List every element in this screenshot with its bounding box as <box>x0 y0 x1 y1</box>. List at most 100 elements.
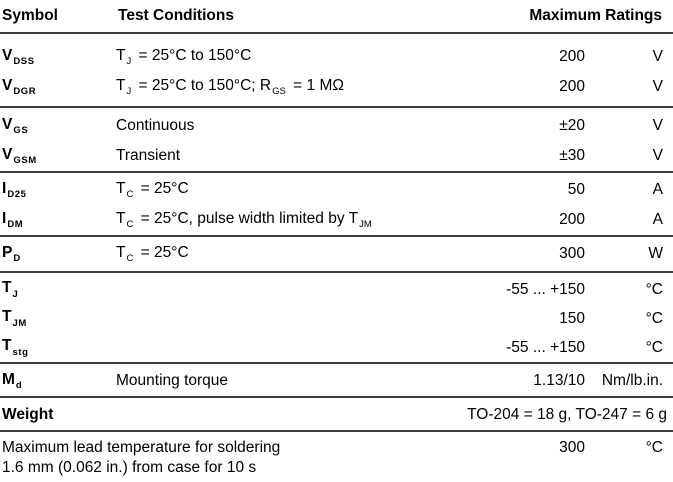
symbol-base: T <box>2 337 12 355</box>
row-unit: °C <box>645 280 663 298</box>
symbol-base: M <box>2 370 15 388</box>
row-value: -55 ... +150 <box>506 338 585 356</box>
symbol-subscript: GS <box>13 125 29 137</box>
symbol-subscript: DSS <box>13 56 35 68</box>
row-unit: °C <box>645 439 663 456</box>
table-row: Tstg -55 ... +150 °C <box>0 333 673 362</box>
condition-text: T <box>116 210 126 227</box>
symbol-base: V <box>2 115 13 133</box>
condition-text: = 25°C to 150°C <box>134 47 252 64</box>
row-value: 200 <box>559 211 585 228</box>
symbol-subscript: D <box>13 253 21 265</box>
table-row: ID25 TC = 25°C 50 A <box>0 175 673 205</box>
row-value: ±30 <box>559 147 585 164</box>
row-unit: Nm/lb.in. <box>601 372 663 389</box>
table-row: IDM TC = 25°C, pulse width limited by TJM… <box>0 205 673 235</box>
condition-text: = 25°C <box>136 244 189 261</box>
header-maximum-ratings: Maximum Ratings <box>529 7 662 24</box>
table-group: TJ -55 ... +150 °C TJM 150 °C Tstg -55 ... +150… <box>0 273 673 364</box>
symbol-cell: TJ <box>0 279 116 300</box>
symbol-cell: ID25 <box>0 180 116 201</box>
symbol-cell: TJM <box>0 308 116 329</box>
symbol-subscript: J <box>12 288 19 300</box>
row-unit: V <box>652 117 663 134</box>
header-test-conditions: Test Conditions <box>118 7 234 24</box>
row-unit: W <box>648 245 663 262</box>
table-body: VDSS TJ = 25°C to 150°C 200 V VDGR TJ = 25°C … <box>0 34 673 478</box>
row-unit: °C <box>645 338 663 356</box>
condition-text: = 25°C <box>136 180 189 197</box>
table-header: Symbol Test Conditions Maximum Ratings <box>0 0 673 34</box>
condition-text: Continuous <box>116 117 195 134</box>
table-group: Maximum lead temperature for soldering 1.… <box>0 432 673 478</box>
row-value: 300 <box>559 439 585 456</box>
table-row: VGSM Transient ±30 V <box>0 141 673 171</box>
condition-text: = 25°C to 150°C; R <box>134 77 272 94</box>
table-row: VDGR TJ = 25°C to 150°C; RGS = 1 MΩ 200 V <box>0 72 673 102</box>
row-value: TO-204 = 18 g, TO-247 = 6 g <box>467 406 667 423</box>
row-value: 200 <box>559 48 585 65</box>
table-group: ID25 TC = 25°C 50 A IDM TC = 25°C, pulse widt… <box>0 173 673 237</box>
table-row: TJM 150 °C <box>0 304 673 333</box>
condition-subscript: J <box>126 86 132 97</box>
condition-subscript: JM <box>359 219 372 230</box>
symbol-subscript: D25 <box>7 189 27 201</box>
row-unit: V <box>652 147 663 164</box>
table-group: VDSS TJ = 25°C to 150°C 200 V VDGR TJ = 25°C … <box>0 34 673 108</box>
condition-text: T <box>116 77 126 94</box>
conditions-cell: Mounting torque <box>116 372 475 390</box>
condition-text: Mounting torque <box>116 372 229 389</box>
row-unit: °C <box>645 309 663 327</box>
symbol-base: V <box>2 145 13 163</box>
row-unit: V <box>652 48 663 65</box>
conditions-cell: Transient <box>116 147 475 165</box>
row-value: 1.13/10 <box>533 372 585 389</box>
table-group: PD TC = 25°C 300 W <box>0 237 673 273</box>
symbol-base: T <box>2 279 12 297</box>
condition-subscript: C <box>126 189 134 200</box>
condition-subscript: C <box>126 253 134 264</box>
row-value: 50 <box>567 181 585 198</box>
table-group: Weight TO-204 = 18 g, TO-247 = 6 g <box>0 398 673 432</box>
table-row: PD TC = 25°C 300 W <box>0 239 673 269</box>
symbol-base: P <box>2 243 13 261</box>
header-symbol: Symbol <box>2 7 58 24</box>
symbol-cell: Md <box>0 371 116 392</box>
table-group: VGS Continuous ±20 V VGSM Transient ±30 V <box>0 108 673 173</box>
row-value: -55 ... +150 <box>506 280 585 298</box>
table-row: VGS Continuous ±20 V <box>0 111 673 141</box>
symbol-subscript: stg <box>12 346 29 358</box>
condition-text: T <box>116 47 126 64</box>
row-value: 300 <box>559 245 585 262</box>
symbol-cell: VDSS <box>0 47 116 68</box>
condition-subscript: C <box>126 219 134 230</box>
conditions-cell: TJ = 25°C to 150°C; RGS = 1 MΩ <box>116 77 475 97</box>
symbol-cell: IDM <box>0 210 116 231</box>
row-unit: V <box>652 78 663 95</box>
row-unit: A <box>652 211 663 228</box>
symbol-cell: VDGR <box>0 77 116 98</box>
conditions-cell: TC = 25°C <box>116 180 475 200</box>
row-unit: A <box>652 181 663 198</box>
condition-subscript: GS <box>272 86 286 97</box>
table-row: TJ -55 ... +150 °C <box>0 275 673 304</box>
row-value: 150 <box>559 309 585 327</box>
conditions-cell: TC = 25°C, pulse width limited by TJM <box>116 210 475 230</box>
table-row-weight: Weight TO-204 = 18 g, TO-247 = 6 g <box>0 400 673 430</box>
row-label: Weight <box>2 406 54 423</box>
symbol-cell: VGSM <box>0 146 116 167</box>
symbol-cell: PD <box>0 244 116 265</box>
row-value: 200 <box>559 78 585 95</box>
symbol-subscript: d <box>15 380 23 392</box>
symbol-subscript: DM <box>7 219 24 231</box>
condition-subscript: J <box>126 56 132 67</box>
condition-text: Transient <box>116 147 181 164</box>
table-group: Md Mounting torque 1.13/10 Nm/lb.in. <box>0 364 673 398</box>
symbol-subscript: GSM <box>13 155 37 167</box>
table-row: Md Mounting torque 1.13/10 Nm/lb.in. <box>0 366 673 396</box>
condition-text: T <box>116 180 126 197</box>
symbol-base: V <box>2 46 13 64</box>
conditions-cell: TJ = 25°C to 150°C <box>116 47 475 67</box>
condition-text: = 25°C, pulse width limited by T <box>136 210 359 227</box>
symbol-base: V <box>2 76 13 94</box>
